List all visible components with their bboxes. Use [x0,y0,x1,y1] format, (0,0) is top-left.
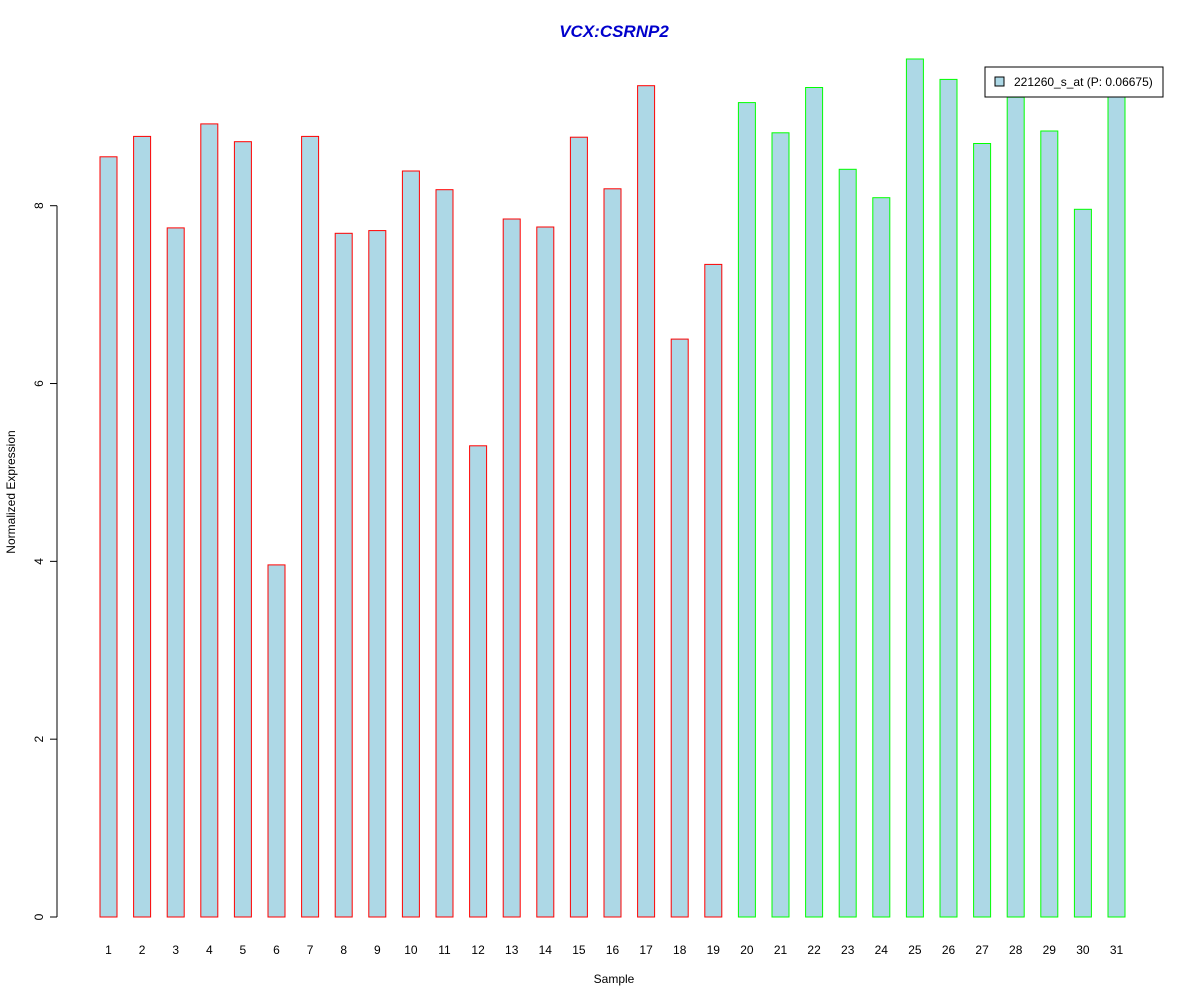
bar-sample-28 [1006,96,1025,918]
x-tick-label: 16 [606,943,620,957]
bar-sample-21 [771,132,790,918]
bar-sample-18 [670,338,689,918]
bar-sample-17 [637,85,656,918]
legend: 221260_s_at (P: 0.06675) [984,66,1164,98]
bar-sample-14 [536,226,555,918]
bar-sample-8 [334,232,353,918]
legend-label: 221260_s_at (P: 0.06675) [1014,75,1153,89]
x-tick-label: 9 [374,943,381,957]
bar-sample-30 [1073,208,1092,918]
x-tick-label: 13 [505,943,519,957]
bar-sample-13 [502,218,521,918]
x-tick-labels: 1 2 3 4 5 6 7 8 9 10 11 12 13 14 15 16 17 18 19 20 21 22 23 24 2… [105,943,1123,957]
bar-sample-15 [569,136,588,918]
y-tick-label: 0 [32,913,46,920]
x-tick-label: 7 [307,943,314,957]
bar-sample-26 [939,78,958,918]
x-tick-label: 24 [875,943,889,957]
x-axis-label: Sample [594,972,635,986]
x-tick-label: 23 [841,943,855,957]
x-tick-label: 6 [273,943,280,957]
x-tick-label: 12 [471,943,485,957]
x-tick-label: 25 [908,943,922,957]
x-tick-label: 31 [1110,943,1124,957]
bars-group [99,58,1126,918]
x-tick-label: 5 [240,943,247,957]
x-tick-label: 1 [105,943,112,957]
x-tick-label: 17 [639,943,653,957]
bar-sample-4 [200,123,219,918]
bar-sample-27 [973,143,992,918]
bar-sample-25 [905,58,924,918]
y-tick-label: 6 [32,380,46,387]
bar-sample-1 [99,156,118,918]
x-tick-label: 22 [807,943,821,957]
bar-sample-22 [805,87,824,918]
bar-sample-31 [1107,93,1126,918]
x-tick-label: 10 [404,943,418,957]
x-tick-label: 29 [1043,943,1057,957]
bar-sample-16 [603,188,622,918]
bar-sample-3 [166,227,185,918]
legend-box [984,66,1164,98]
legend-swatch [994,76,1005,87]
bar-sample-23 [838,168,857,918]
bar-sample-6 [267,564,286,918]
chart-title: VCX:CSRNP2 [559,22,669,41]
bar-sample-10 [401,170,420,918]
x-tick-label: 18 [673,943,687,957]
x-tick-label: 8 [340,943,347,957]
x-tick-label: 15 [572,943,586,957]
x-tick-label: 4 [206,943,213,957]
y-tick-label: 4 [32,558,46,565]
bar-sample-20 [737,102,756,918]
x-tick-label: 26 [942,943,956,957]
bar-sample-29 [1040,130,1059,918]
x-tick-label: 19 [707,943,721,957]
x-tick-label: 27 [975,943,989,957]
y-tick-label: 8 [32,202,46,209]
bar-sample-12 [469,445,488,918]
x-tick-label: 20 [740,943,754,957]
bar-sample-19 [704,263,723,918]
bar-sample-5 [233,141,252,918]
bar-sample-2 [133,135,152,918]
x-tick-label: 2 [139,943,146,957]
x-tick-label: 28 [1009,943,1023,957]
x-tick-label: 21 [774,943,788,957]
bar-sample-9 [368,230,387,918]
x-tick-label: 3 [172,943,179,957]
x-tick-label: 11 [438,943,451,957]
y-tick-label: 2 [32,736,46,743]
x-tick-label: 14 [539,943,553,957]
x-tick-label: 30 [1076,943,1090,957]
bar-sample-11 [435,189,454,918]
bar-sample-24 [872,197,891,918]
bar-sample-7 [301,135,320,918]
y-axis-label: Normalized Expression [4,430,18,553]
y-axis: 0 2 4 6 8 [32,202,58,920]
